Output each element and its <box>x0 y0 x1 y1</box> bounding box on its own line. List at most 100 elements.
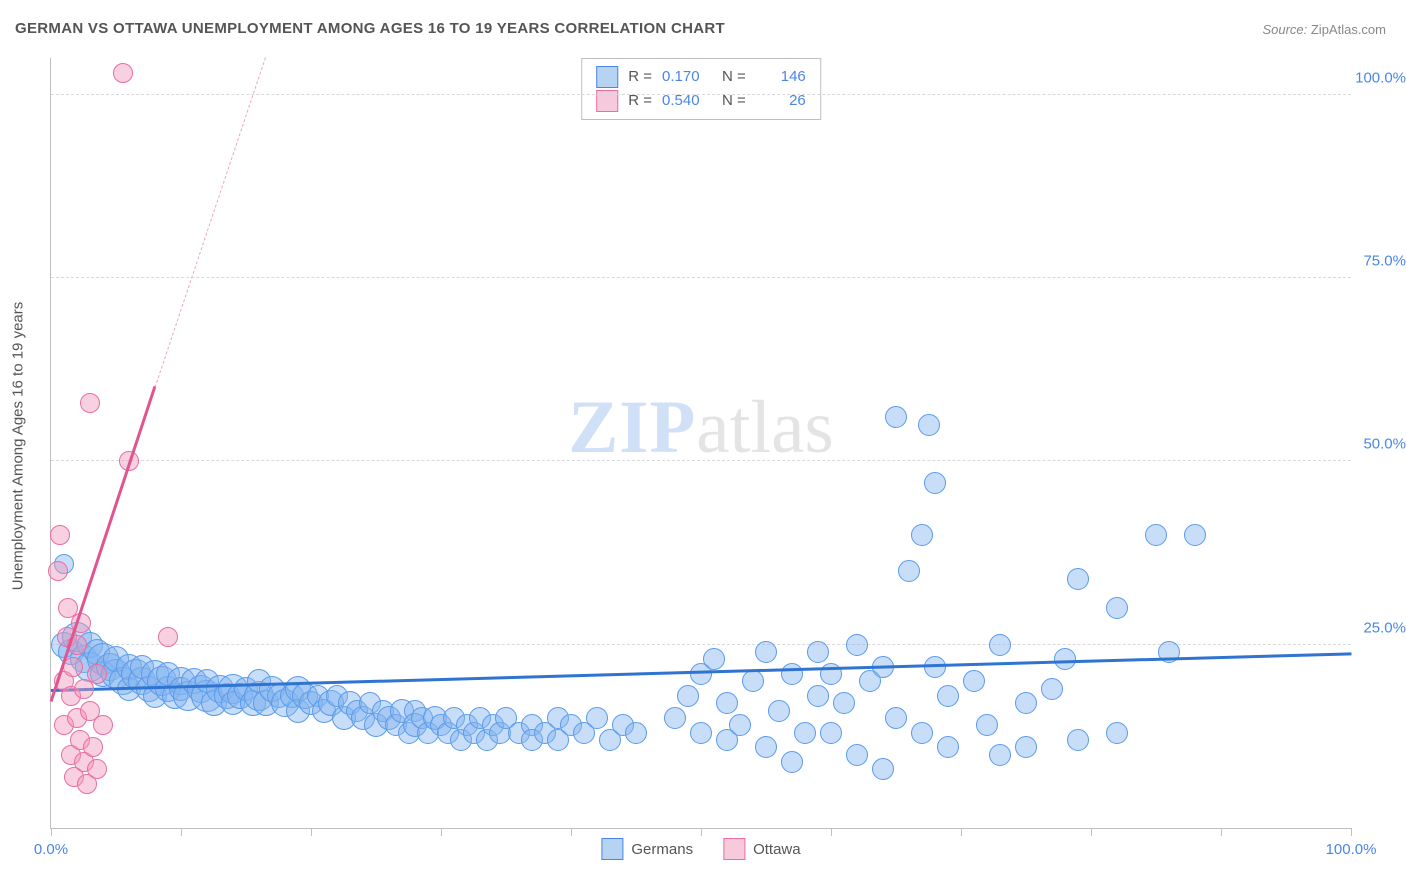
scatter-point <box>664 707 686 729</box>
stat-legend-row: R = 0.540 N = 26 <box>596 89 806 113</box>
chart-title: GERMAN VS OTTAWA UNEMPLOYMENT AMONG AGES… <box>15 20 725 37</box>
r-value: 0.540 <box>662 89 712 113</box>
scatter-point <box>1067 729 1089 751</box>
legend-swatch <box>601 838 623 860</box>
legend-swatch <box>723 838 745 860</box>
n-value: 146 <box>756 65 806 89</box>
source-value: ZipAtlas.com <box>1311 22 1386 37</box>
r-value: 0.170 <box>662 65 712 89</box>
n-label: N = <box>722 65 746 89</box>
scatter-point <box>625 722 647 744</box>
scatter-point <box>885 406 907 428</box>
watermark: ZIPatlas <box>568 385 833 471</box>
x-tick <box>571 828 572 836</box>
scatter-point <box>703 648 725 670</box>
x-tick <box>831 828 832 836</box>
scatter-point <box>755 736 777 758</box>
scatter-point <box>989 634 1011 656</box>
y-tick-label: 75.0% <box>1363 253 1406 270</box>
trend-line <box>51 653 1351 693</box>
n-label: N = <box>722 89 746 113</box>
scatter-point <box>768 700 790 722</box>
gridline-h <box>51 94 1351 95</box>
scatter-point <box>781 663 803 685</box>
x-tick <box>51 828 52 836</box>
scatter-point <box>898 560 920 582</box>
scatter-point <box>48 561 68 581</box>
stat-legend-row: R = 0.170 N = 146 <box>596 65 806 89</box>
scatter-point <box>586 707 608 729</box>
scatter-point <box>729 714 751 736</box>
scatter-point <box>690 722 712 744</box>
scatter-point <box>937 736 959 758</box>
scatter-point <box>911 722 933 744</box>
scatter-point <box>742 670 764 692</box>
x-tick <box>1221 828 1222 836</box>
gridline-h <box>51 644 1351 645</box>
source-attribution: Source: ZipAtlas.com <box>1262 22 1386 37</box>
scatter-point <box>918 414 940 436</box>
scatter-point <box>716 692 738 714</box>
stats-legend: R = 0.170 N = 146 R = 0.540 N = 26 <box>581 58 821 120</box>
scatter-point <box>807 641 829 663</box>
scatter-point <box>677 685 699 707</box>
scatter-point <box>911 524 933 546</box>
series-label: Germans <box>631 841 693 858</box>
r-label: R = <box>628 65 652 89</box>
y-axis-title: Unemployment Among Ages 16 to 19 years <box>10 302 27 591</box>
watermark-part1: ZIP <box>568 386 696 469</box>
gridline-h <box>51 460 1351 461</box>
source-label: Source: <box>1262 22 1310 37</box>
series-legend-item: Ottawa <box>723 838 801 860</box>
x-tick <box>1091 828 1092 836</box>
x-tick <box>961 828 962 836</box>
r-label: R = <box>628 89 652 113</box>
series-legend: Germans Ottawa <box>601 838 800 860</box>
scatter-point <box>794 722 816 744</box>
scatter-point <box>93 715 113 735</box>
scatter-point <box>872 758 894 780</box>
gridline-h <box>51 277 1351 278</box>
x-tick <box>1351 828 1352 836</box>
scatter-point <box>846 744 868 766</box>
trend-line <box>155 57 266 387</box>
watermark-part2: atlas <box>696 386 833 469</box>
scatter-point <box>1106 722 1128 744</box>
x-tick <box>311 828 312 836</box>
scatter-point <box>1145 524 1167 546</box>
x-tick <box>441 828 442 836</box>
scatter-point <box>1015 692 1037 714</box>
scatter-point <box>1067 568 1089 590</box>
x-tick-label: 0.0% <box>34 841 68 858</box>
series-label: Ottawa <box>753 841 801 858</box>
scatter-point <box>158 627 178 647</box>
scatter-point <box>1041 678 1063 700</box>
scatter-point <box>80 393 100 413</box>
scatter-point <box>989 744 1011 766</box>
n-value: 26 <box>756 89 806 113</box>
scatter-point <box>833 692 855 714</box>
scatter-point <box>755 641 777 663</box>
scatter-point <box>87 759 107 779</box>
chart-plot-area: ZIPatlas R =0.170N =146R =0.540N =26 Ger… <box>50 58 1351 829</box>
scatter-point <box>885 707 907 729</box>
legend-swatch <box>596 66 618 88</box>
y-tick-label: 25.0% <box>1363 619 1406 636</box>
scatter-point <box>87 664 107 684</box>
scatter-point <box>846 634 868 656</box>
scatter-point <box>963 670 985 692</box>
y-tick-label: 50.0% <box>1363 436 1406 453</box>
scatter-point <box>113 63 133 83</box>
scatter-point <box>807 685 829 707</box>
scatter-point <box>50 525 70 545</box>
y-tick-label: 100.0% <box>1355 69 1406 86</box>
scatter-point <box>937 685 959 707</box>
x-tick-label: 100.0% <box>1326 841 1377 858</box>
scatter-point <box>1015 736 1037 758</box>
series-legend-item: Germans <box>601 838 693 860</box>
x-tick <box>181 828 182 836</box>
scatter-point <box>781 751 803 773</box>
scatter-point <box>83 737 103 757</box>
x-tick <box>701 828 702 836</box>
scatter-point <box>1106 597 1128 619</box>
